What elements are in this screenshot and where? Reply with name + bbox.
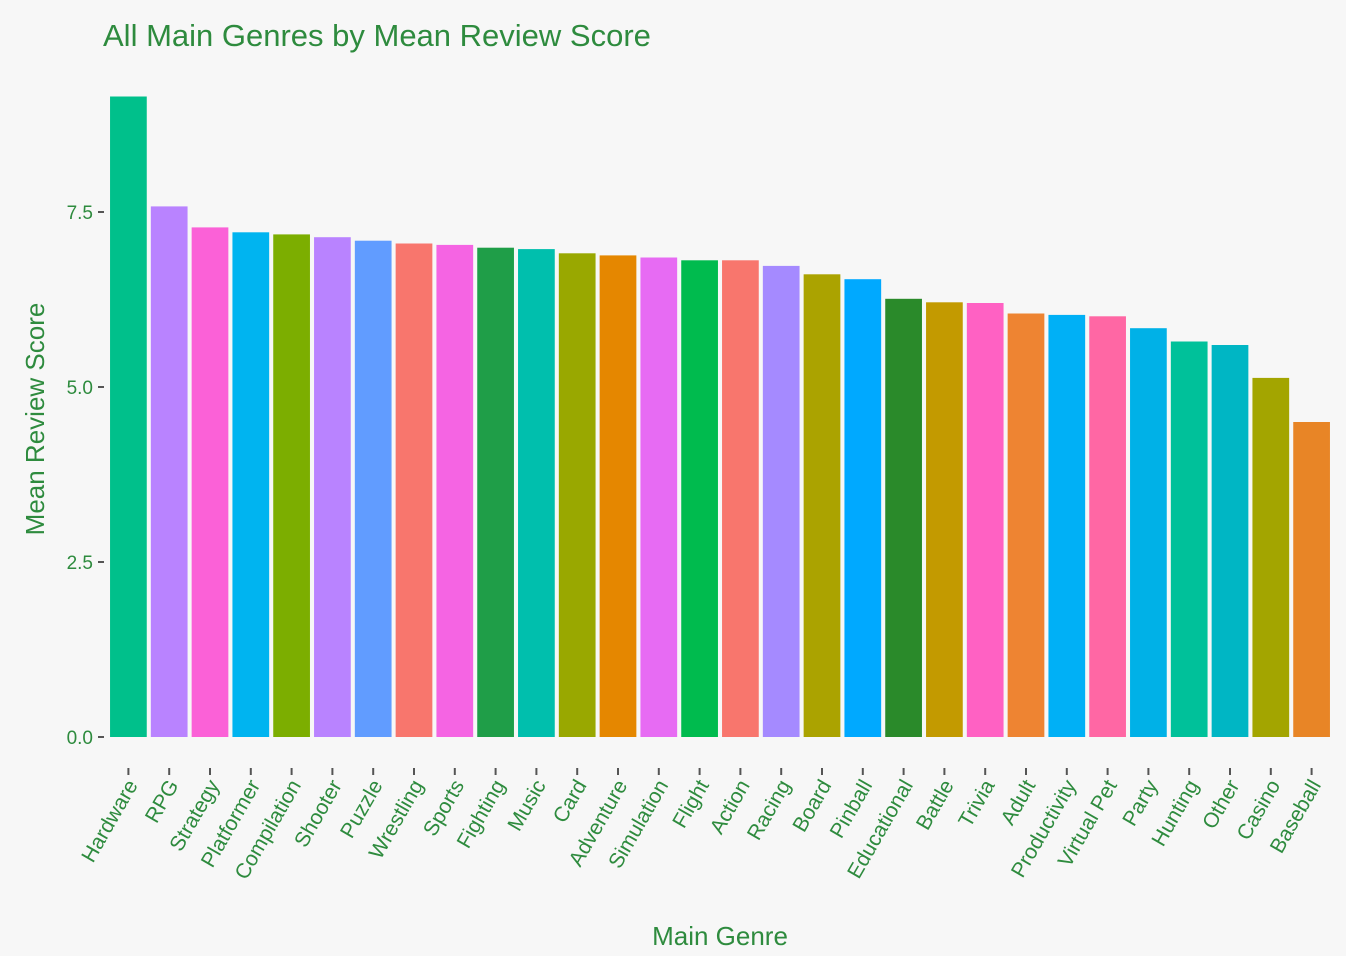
x-tick-label: Battle [912,776,959,834]
bar-trivia [966,303,1004,737]
y-tick-label: 5.0 [67,378,93,399]
bar-hunting [1170,341,1208,737]
bar-strategy [191,227,229,737]
bar-compilation [273,234,310,737]
bar-adult [1007,313,1045,737]
bar-shooter [314,237,351,737]
y-axis-title: Mean Review Score [20,303,50,536]
bar-music [518,249,555,737]
bar-wrestling [395,243,433,737]
bar-pinball [844,279,882,737]
bar-action [722,260,759,737]
bar-productivity [1048,314,1086,737]
x-tick-label: Hardware [77,776,142,866]
bar-adventure [599,255,637,737]
x-tick-label: Music [503,776,550,835]
bar-board [803,274,841,737]
bars [110,96,1330,738]
bar-simulation [640,257,678,737]
y-tick-label: 2.5 [67,553,93,574]
bar-party [1130,328,1167,737]
x-tick-label: Adult [996,776,1040,829]
bar-fighting [477,247,514,737]
x-tick-label: Trivia [954,776,999,832]
bar-hardware [110,96,147,737]
bar-platformer [232,232,270,738]
x-tick-label: Card [549,776,592,827]
bar-rpg [150,206,188,737]
x-axis-title: Main Genre [652,921,788,951]
y-tick-label: 0.0 [67,728,93,749]
bar-educational [885,298,922,737]
x-axis: HardwareRPGStrategyPlatformerCompilation… [77,768,1326,884]
bar-baseball [1293,422,1330,737]
y-tick-label: 7.5 [67,203,93,224]
bar-flight [681,260,718,737]
bar-sports [436,244,474,737]
y-axis: 0.0 2.5 5.0 7.5 [67,203,104,749]
x-tick-label: RPG [141,776,184,827]
bar-battle [926,302,963,737]
bar-racing [762,265,800,737]
bar-puzzle [354,240,392,737]
bar-other [1211,345,1249,737]
bar-card [558,253,596,738]
chart-title: All Main Genres by Mean Review Score [103,18,651,53]
bar-casino [1252,377,1290,737]
bar-virtual-pet [1089,316,1126,737]
